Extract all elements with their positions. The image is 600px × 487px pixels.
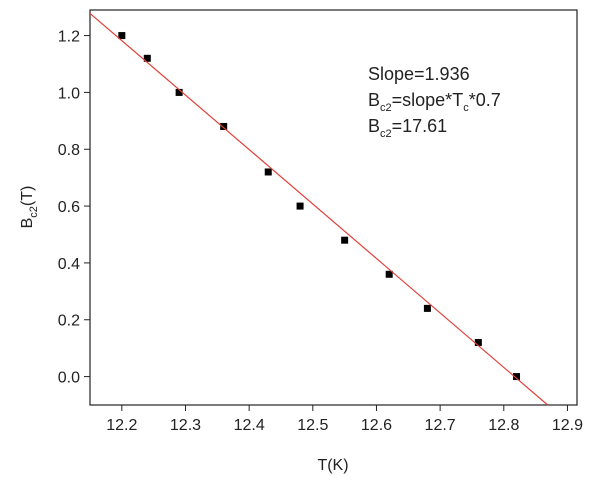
y-tick-label: 0.6	[58, 199, 80, 216]
y-tick-label: 0.2	[58, 313, 80, 330]
data-point	[513, 373, 521, 381]
annotation-sub: c2	[380, 128, 392, 140]
data-point	[385, 270, 393, 278]
annotation: Bc2=17.61	[368, 116, 447, 140]
plot-frame	[89, 9, 578, 406]
y-label-unit: (T)	[19, 186, 36, 206]
y-label-main: B	[19, 218, 36, 229]
annotation-sub: c2	[380, 102, 392, 114]
data-point	[220, 123, 228, 131]
annotation: Slope=1.936	[368, 64, 470, 84]
y-tick-label: 0.8	[58, 142, 80, 159]
x-tick-label: 12.4	[234, 417, 265, 434]
x-tick-label: 12.6	[361, 417, 392, 434]
annotation: Bc2=slope*Tc*0.7	[368, 90, 501, 114]
data-point	[423, 304, 431, 312]
y-tick-label: 0.0	[58, 370, 80, 387]
y-tick-label: 1.0	[58, 85, 80, 102]
x-tick-label: 12.5	[297, 417, 328, 434]
y-tick-label: 0.4	[58, 256, 80, 273]
data-point	[341, 236, 349, 244]
data-point	[296, 202, 304, 210]
x-tick-label: 12.7	[425, 417, 456, 434]
x-tick-label: 12.2	[106, 417, 137, 434]
fit-line	[89, 12, 549, 406]
data-point	[264, 168, 272, 176]
annotation-text: =17.61	[392, 116, 448, 136]
x-tick-label: 12.3	[170, 417, 201, 434]
annotation-sub: c	[463, 102, 469, 114]
annotation-text: *0.7	[469, 90, 501, 110]
annotation-text: B	[368, 90, 380, 110]
data-point	[474, 338, 482, 346]
annotation-text: B	[368, 116, 380, 136]
y-axis-label: Bc2(T)	[19, 186, 40, 229]
y-tick-label: 1.2	[58, 29, 80, 46]
annotation-text: Slope=1.936	[368, 64, 470, 84]
data-point	[118, 32, 126, 40]
data-point	[143, 54, 151, 62]
y-label-sub: c2	[28, 206, 40, 218]
x-axis-label: T(K)	[317, 457, 348, 474]
x-tick-label: 12.8	[488, 417, 519, 434]
annotation-text: =slope*T	[392, 90, 464, 110]
x-tick-label: 12.9	[552, 417, 583, 434]
data-point	[175, 88, 183, 96]
